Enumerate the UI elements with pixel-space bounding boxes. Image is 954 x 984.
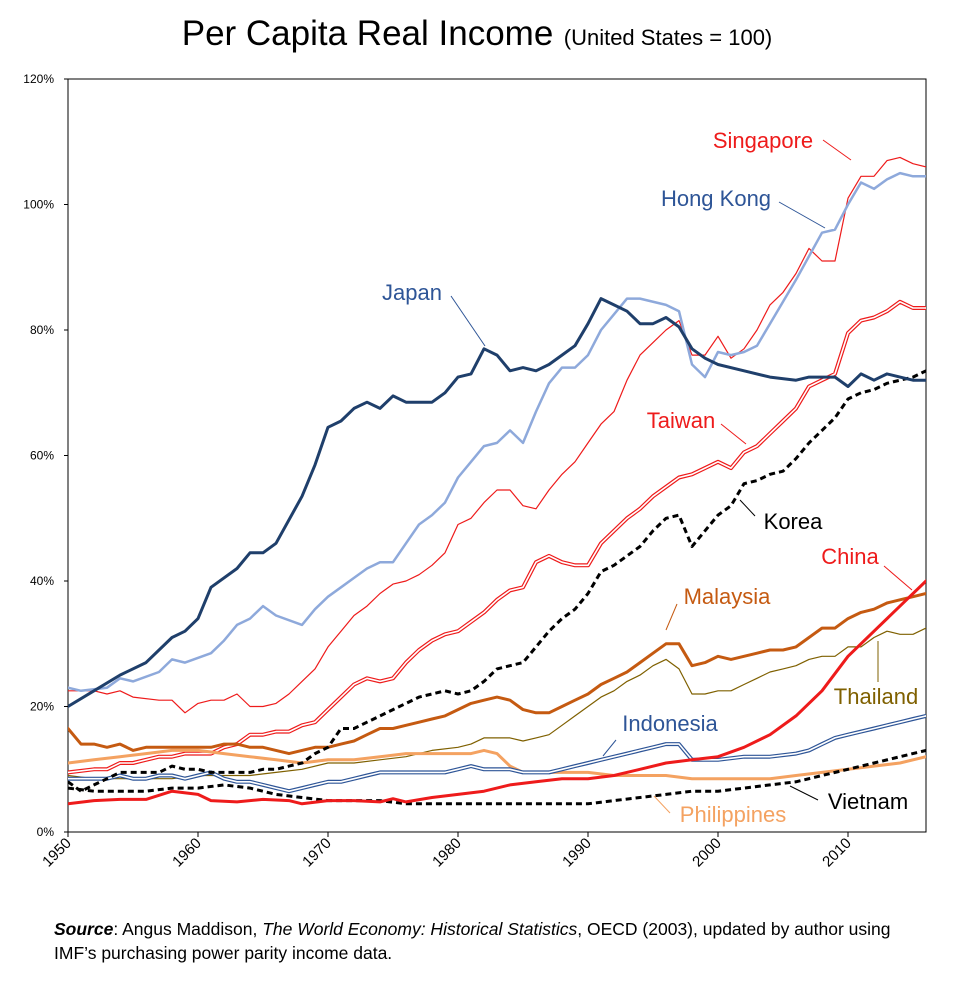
series-line-malaysia: [68, 592, 926, 756]
series-line-indonesia-inner: [68, 715, 926, 792]
annotation-label-singapore: Singapore: [713, 128, 813, 153]
y-tick-label: 40%: [30, 574, 54, 588]
x-tick-label: 1970: [299, 835, 335, 871]
annotation-leader-singapore: [822, 139, 852, 161]
series-line-taiwan: [68, 299, 926, 775]
annotation-leader-philippines: [653, 795, 671, 814]
annotation-leader-korea: [739, 499, 756, 517]
annotation-label-taiwan: Taiwan: [647, 408, 715, 433]
annotation-leader-indonesia: [602, 739, 617, 757]
annotation-label-thailand: Thailand: [834, 684, 918, 709]
y-tick-label: 100%: [23, 198, 54, 212]
source-text-1: : Angus Maddison,: [113, 919, 263, 939]
x-tick-label: 2000: [689, 835, 725, 871]
series-line-singapore: [68, 156, 926, 714]
annotation-leader-vietnam: [789, 785, 819, 801]
y-tick-label: 120%: [23, 72, 54, 86]
series-line-philippines: [68, 748, 926, 781]
x-tick-label: 1980: [429, 835, 465, 871]
y-tick-label: 20%: [30, 700, 54, 714]
y-tick-label: 0%: [37, 825, 55, 839]
source-note: Source: Angus Maddison, The World Econom…: [54, 917, 934, 965]
x-tick-label: 1990: [559, 835, 595, 871]
chart-subtitle: (United States = 100): [563, 25, 773, 50]
chart-title-block: Per Capita Real Income (United States = …: [0, 14, 954, 54]
annotation-label-indonesia: Indonesia: [622, 711, 718, 736]
source-text-2: , OECD (2003), updated by author using I…: [54, 919, 891, 963]
y-tick-label: 80%: [30, 323, 54, 337]
annotation-leader-china: [883, 565, 913, 591]
series-line-japan: [68, 297, 926, 708]
annotation-label-korea: Korea: [764, 509, 823, 534]
y-tick-label: 60%: [30, 449, 54, 463]
chart-title: Per Capita Real Income: [181, 14, 554, 53]
annotation-label-china: China: [821, 544, 879, 569]
annotation-leader-japan: [450, 295, 486, 347]
annotation-label-japan: Japan: [382, 280, 442, 305]
source-book-title: The World Economy: Historical Statistics: [262, 919, 578, 939]
series-line-vietnam: [68, 748, 926, 806]
series-line-china: [68, 579, 926, 806]
annotation-leader-malaysia: [665, 603, 678, 631]
series-line-thailand: [68, 627, 926, 780]
series-line-hong-kong: [68, 171, 926, 693]
x-tick-label: 2010: [819, 835, 855, 871]
source-lead: Source: [54, 919, 114, 939]
annotation-label-vietnam: Vietnam: [828, 789, 908, 814]
annotation-leader-hong-kong: [778, 201, 826, 229]
x-tick-label: 1950: [39, 835, 75, 871]
annotation-label-philippines: Philippines: [680, 802, 786, 827]
x-tick-label: 1960: [169, 835, 205, 871]
line-chart: 0% 20% 40% 60% 80% 100% 120% 1950 1960 1970 1980 19…: [23, 72, 927, 871]
series-line-taiwan-inner: [68, 301, 926, 774]
series-line-korea: [68, 369, 926, 793]
annotation-leader-taiwan: [720, 423, 747, 445]
annotation-label-hong-kong: Hong Kong: [661, 186, 771, 211]
annotation-label-malaysia: Malaysia: [684, 584, 772, 609]
